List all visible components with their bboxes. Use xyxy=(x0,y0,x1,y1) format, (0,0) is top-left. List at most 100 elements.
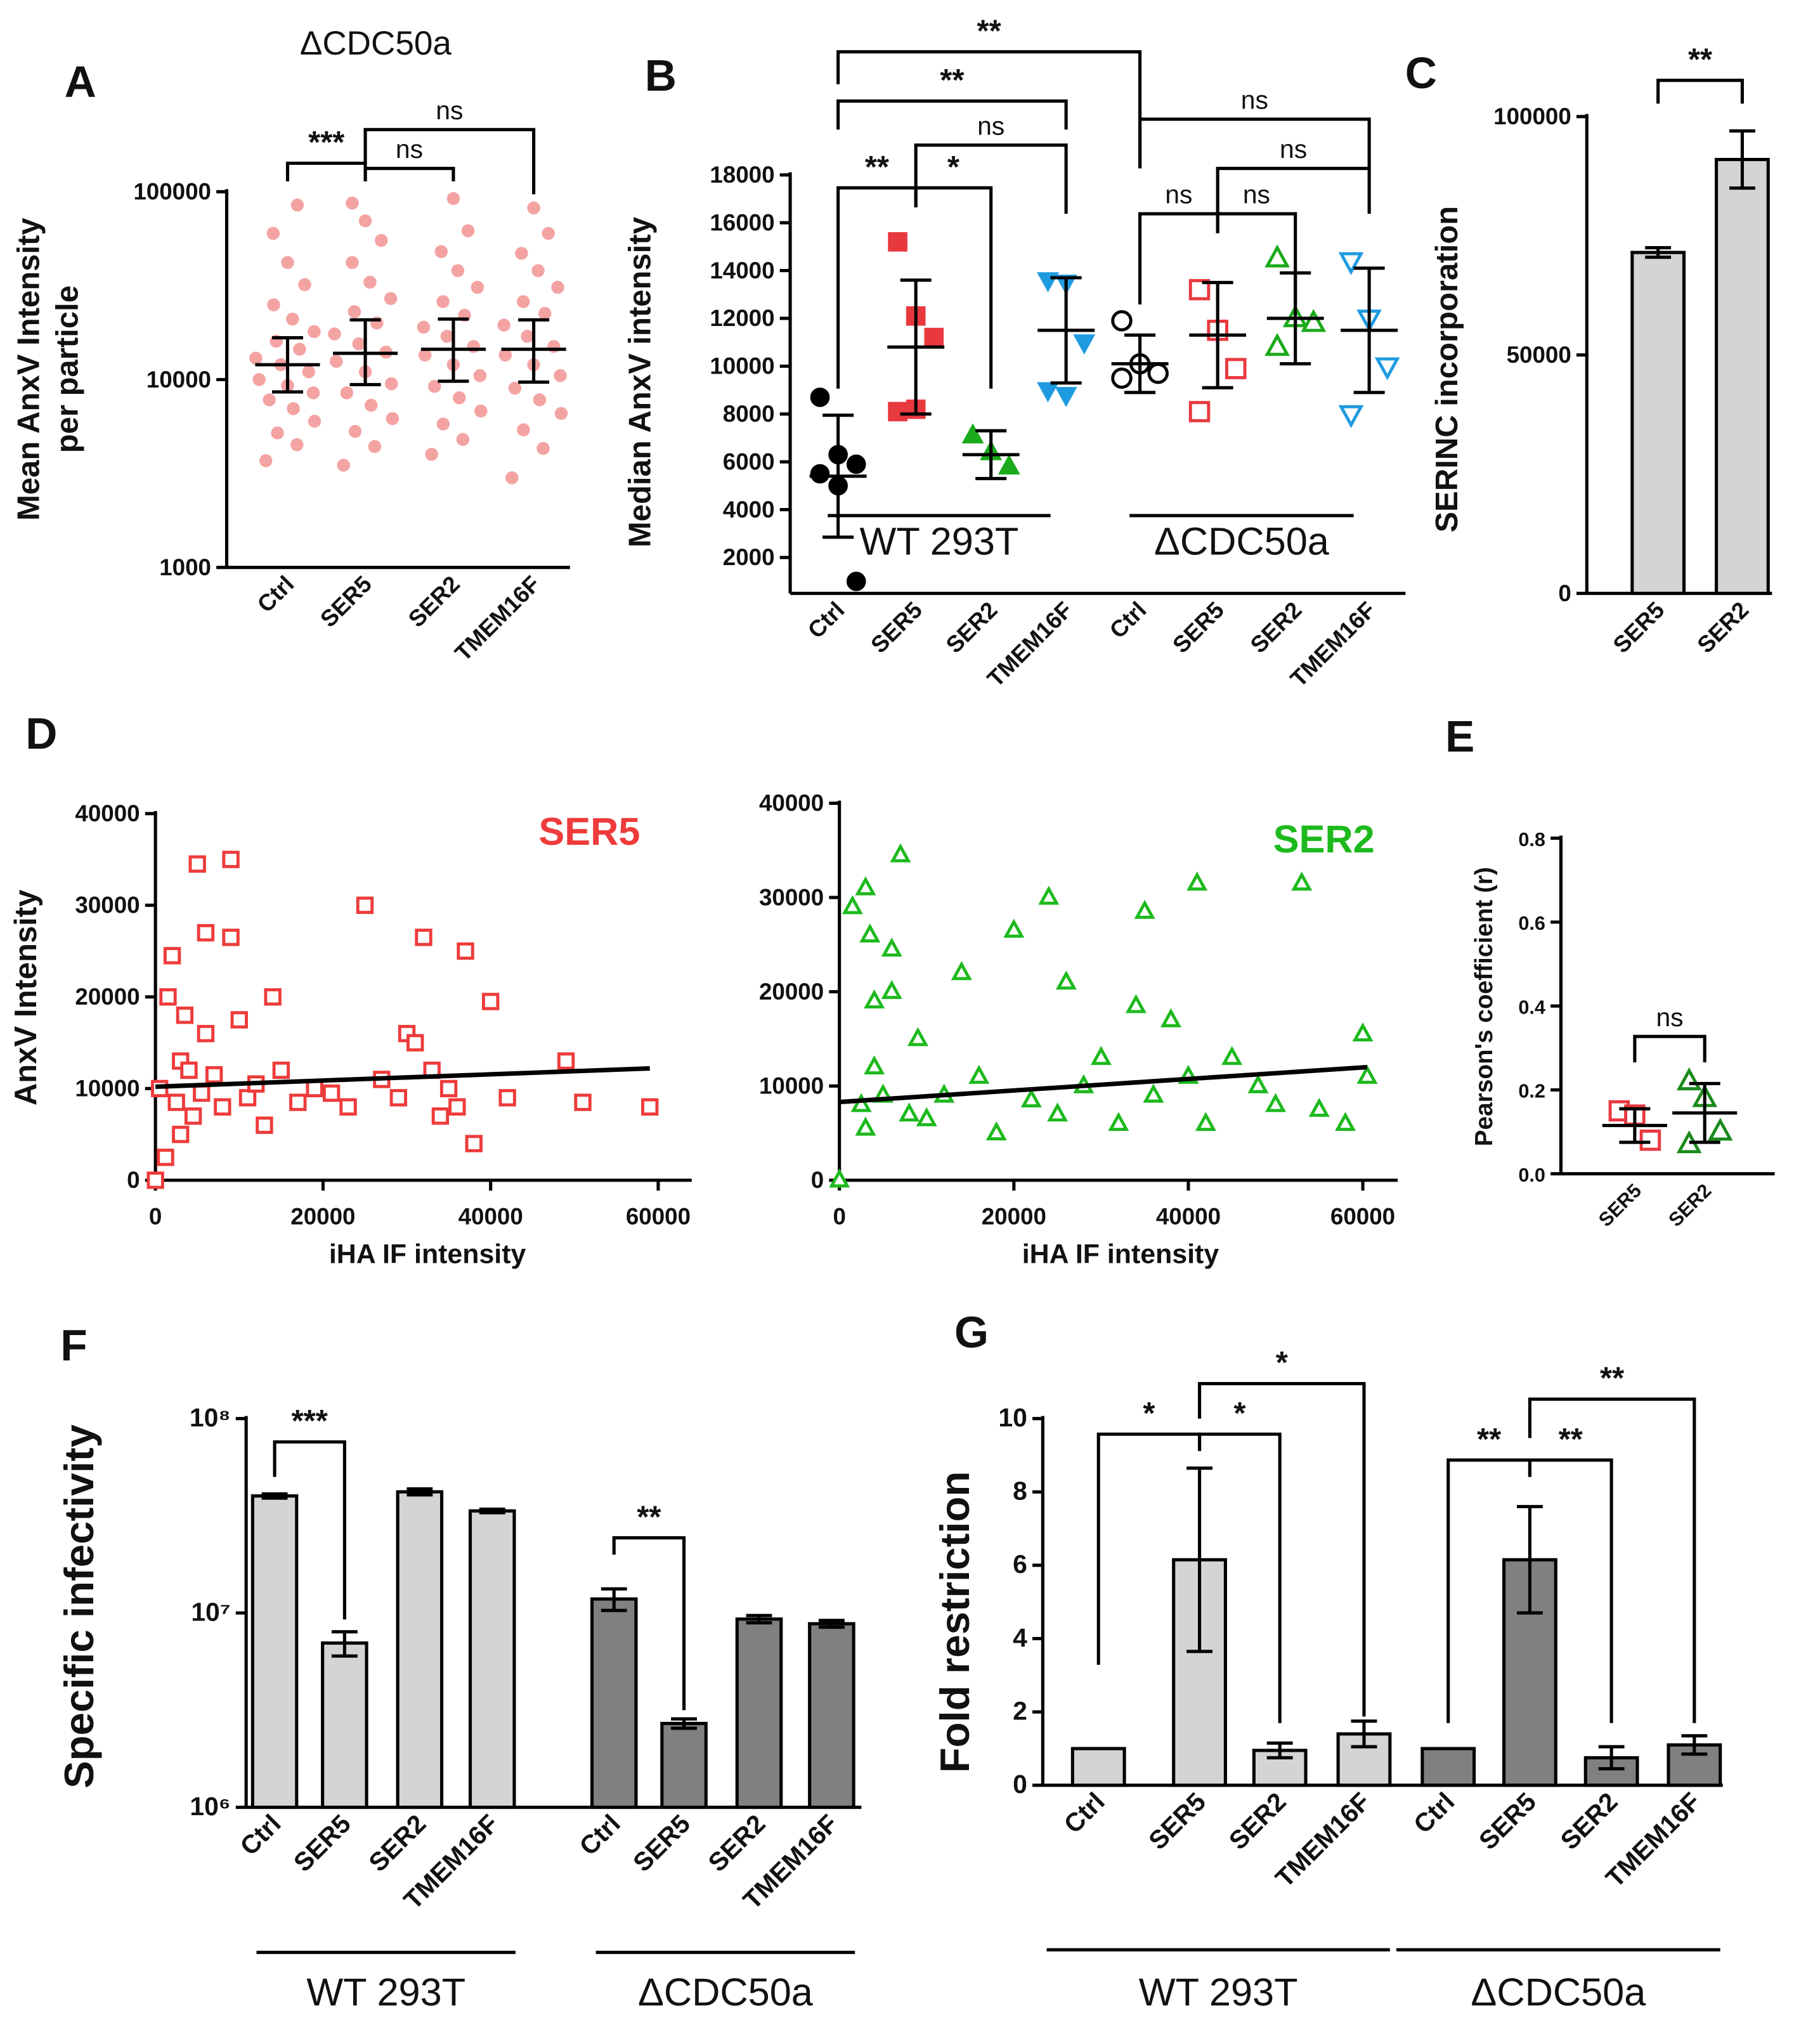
x-tick-label: SER2 xyxy=(941,597,1003,658)
point xyxy=(1225,358,1247,379)
significance-label: ** xyxy=(865,150,890,185)
bar xyxy=(1715,157,1770,596)
y-axis-label: per particle xyxy=(51,285,85,453)
significance-bracket xyxy=(612,1536,686,1711)
point xyxy=(375,234,388,247)
point xyxy=(451,264,465,277)
point xyxy=(517,423,530,436)
error-bar xyxy=(671,1717,697,1730)
y-axis-label: AnxV Intensity xyxy=(9,890,43,1105)
point xyxy=(249,351,263,365)
point xyxy=(346,256,359,270)
significance-bracket xyxy=(273,1440,346,1620)
y-tick-label: 0.2 xyxy=(1518,1081,1545,1102)
point xyxy=(888,401,907,422)
point xyxy=(1374,357,1400,381)
error-bar xyxy=(975,429,1007,481)
point xyxy=(461,224,475,238)
x-tick-label: 60000 xyxy=(1330,1203,1395,1229)
bar xyxy=(735,1617,783,1809)
point xyxy=(1038,885,1060,905)
point xyxy=(881,937,902,957)
point xyxy=(855,876,876,896)
significance-bracket xyxy=(1216,166,1371,214)
error-bar xyxy=(900,278,932,416)
point xyxy=(222,851,240,868)
y-tick-label: 10000 xyxy=(75,1076,140,1102)
y-tick-label: 40000 xyxy=(759,790,824,816)
point xyxy=(471,280,484,294)
point xyxy=(272,1061,290,1079)
point xyxy=(368,440,382,453)
group-label: ΔCDC50a xyxy=(1154,519,1330,563)
point xyxy=(308,414,322,428)
x-tick-label: SER5 xyxy=(1143,1787,1211,1855)
point xyxy=(521,330,534,343)
significance-bracket xyxy=(836,50,1142,169)
significance-label: * xyxy=(1276,1346,1289,1380)
error-bar xyxy=(818,1619,845,1629)
point xyxy=(846,454,866,474)
point xyxy=(888,232,907,252)
point xyxy=(193,1084,211,1102)
point xyxy=(293,342,306,356)
point xyxy=(214,1098,231,1116)
y-tick-label: 6 xyxy=(1013,1549,1027,1579)
significance-label: ** xyxy=(637,1500,661,1534)
point xyxy=(167,1093,185,1111)
significance-bracket xyxy=(1138,117,1371,169)
y-tick-label: 10000 xyxy=(759,1073,824,1099)
significance-label: *** xyxy=(292,1404,328,1438)
bar xyxy=(1070,1747,1126,1787)
group-label: ΔCDC50a xyxy=(638,1971,814,2014)
significance-label: ns xyxy=(1243,180,1270,209)
point xyxy=(389,1089,408,1107)
point xyxy=(266,226,280,240)
x-tick-label: SER2 xyxy=(1223,1787,1292,1855)
point xyxy=(428,380,441,393)
significance-label: ns xyxy=(1241,86,1268,115)
error-bar xyxy=(438,317,469,383)
group-label: WT 293T xyxy=(860,519,1019,563)
point xyxy=(1308,1097,1330,1117)
y-tick-label: 10⁶ xyxy=(190,1792,230,1821)
point xyxy=(415,929,432,946)
point xyxy=(340,386,354,400)
x-tick-label: 20000 xyxy=(982,1203,1046,1229)
point xyxy=(337,459,350,472)
significance-bracket xyxy=(1633,1034,1706,1062)
y-axis-label: Fold restriction xyxy=(932,1471,978,1773)
significance-label: * xyxy=(1143,1397,1155,1431)
significance-label: ns xyxy=(1165,180,1192,209)
point xyxy=(829,1168,850,1188)
y-axis-label: SERINC incorporation xyxy=(1430,206,1464,533)
y-tick-label: 0 xyxy=(811,1167,824,1193)
error-bar xyxy=(601,1587,627,1612)
point xyxy=(497,318,510,332)
error-bar xyxy=(1353,266,1385,394)
bar xyxy=(468,1509,516,1809)
point xyxy=(197,1024,215,1043)
significance-bracket xyxy=(1656,79,1744,104)
point xyxy=(434,245,448,258)
error-bar xyxy=(1050,276,1082,385)
x-tick-label: SER5 xyxy=(315,571,377,632)
point xyxy=(436,417,450,431)
x-tick-label: Ctrl xyxy=(252,571,299,618)
significance-bracket xyxy=(363,127,536,195)
error-bar xyxy=(271,336,304,394)
point xyxy=(641,1098,659,1116)
point xyxy=(951,961,972,981)
point xyxy=(810,388,830,407)
point xyxy=(364,398,378,412)
point xyxy=(256,1116,273,1134)
error-bar xyxy=(406,1487,433,1497)
y-axis-label: Median AnxV intensity xyxy=(623,217,657,547)
y-tick-label: 6000 xyxy=(723,448,775,474)
point xyxy=(1247,1074,1269,1093)
point xyxy=(855,1116,876,1136)
point xyxy=(1047,1102,1069,1122)
point xyxy=(348,305,361,318)
x-axis-label: iHA IF intensity xyxy=(1022,1239,1219,1270)
